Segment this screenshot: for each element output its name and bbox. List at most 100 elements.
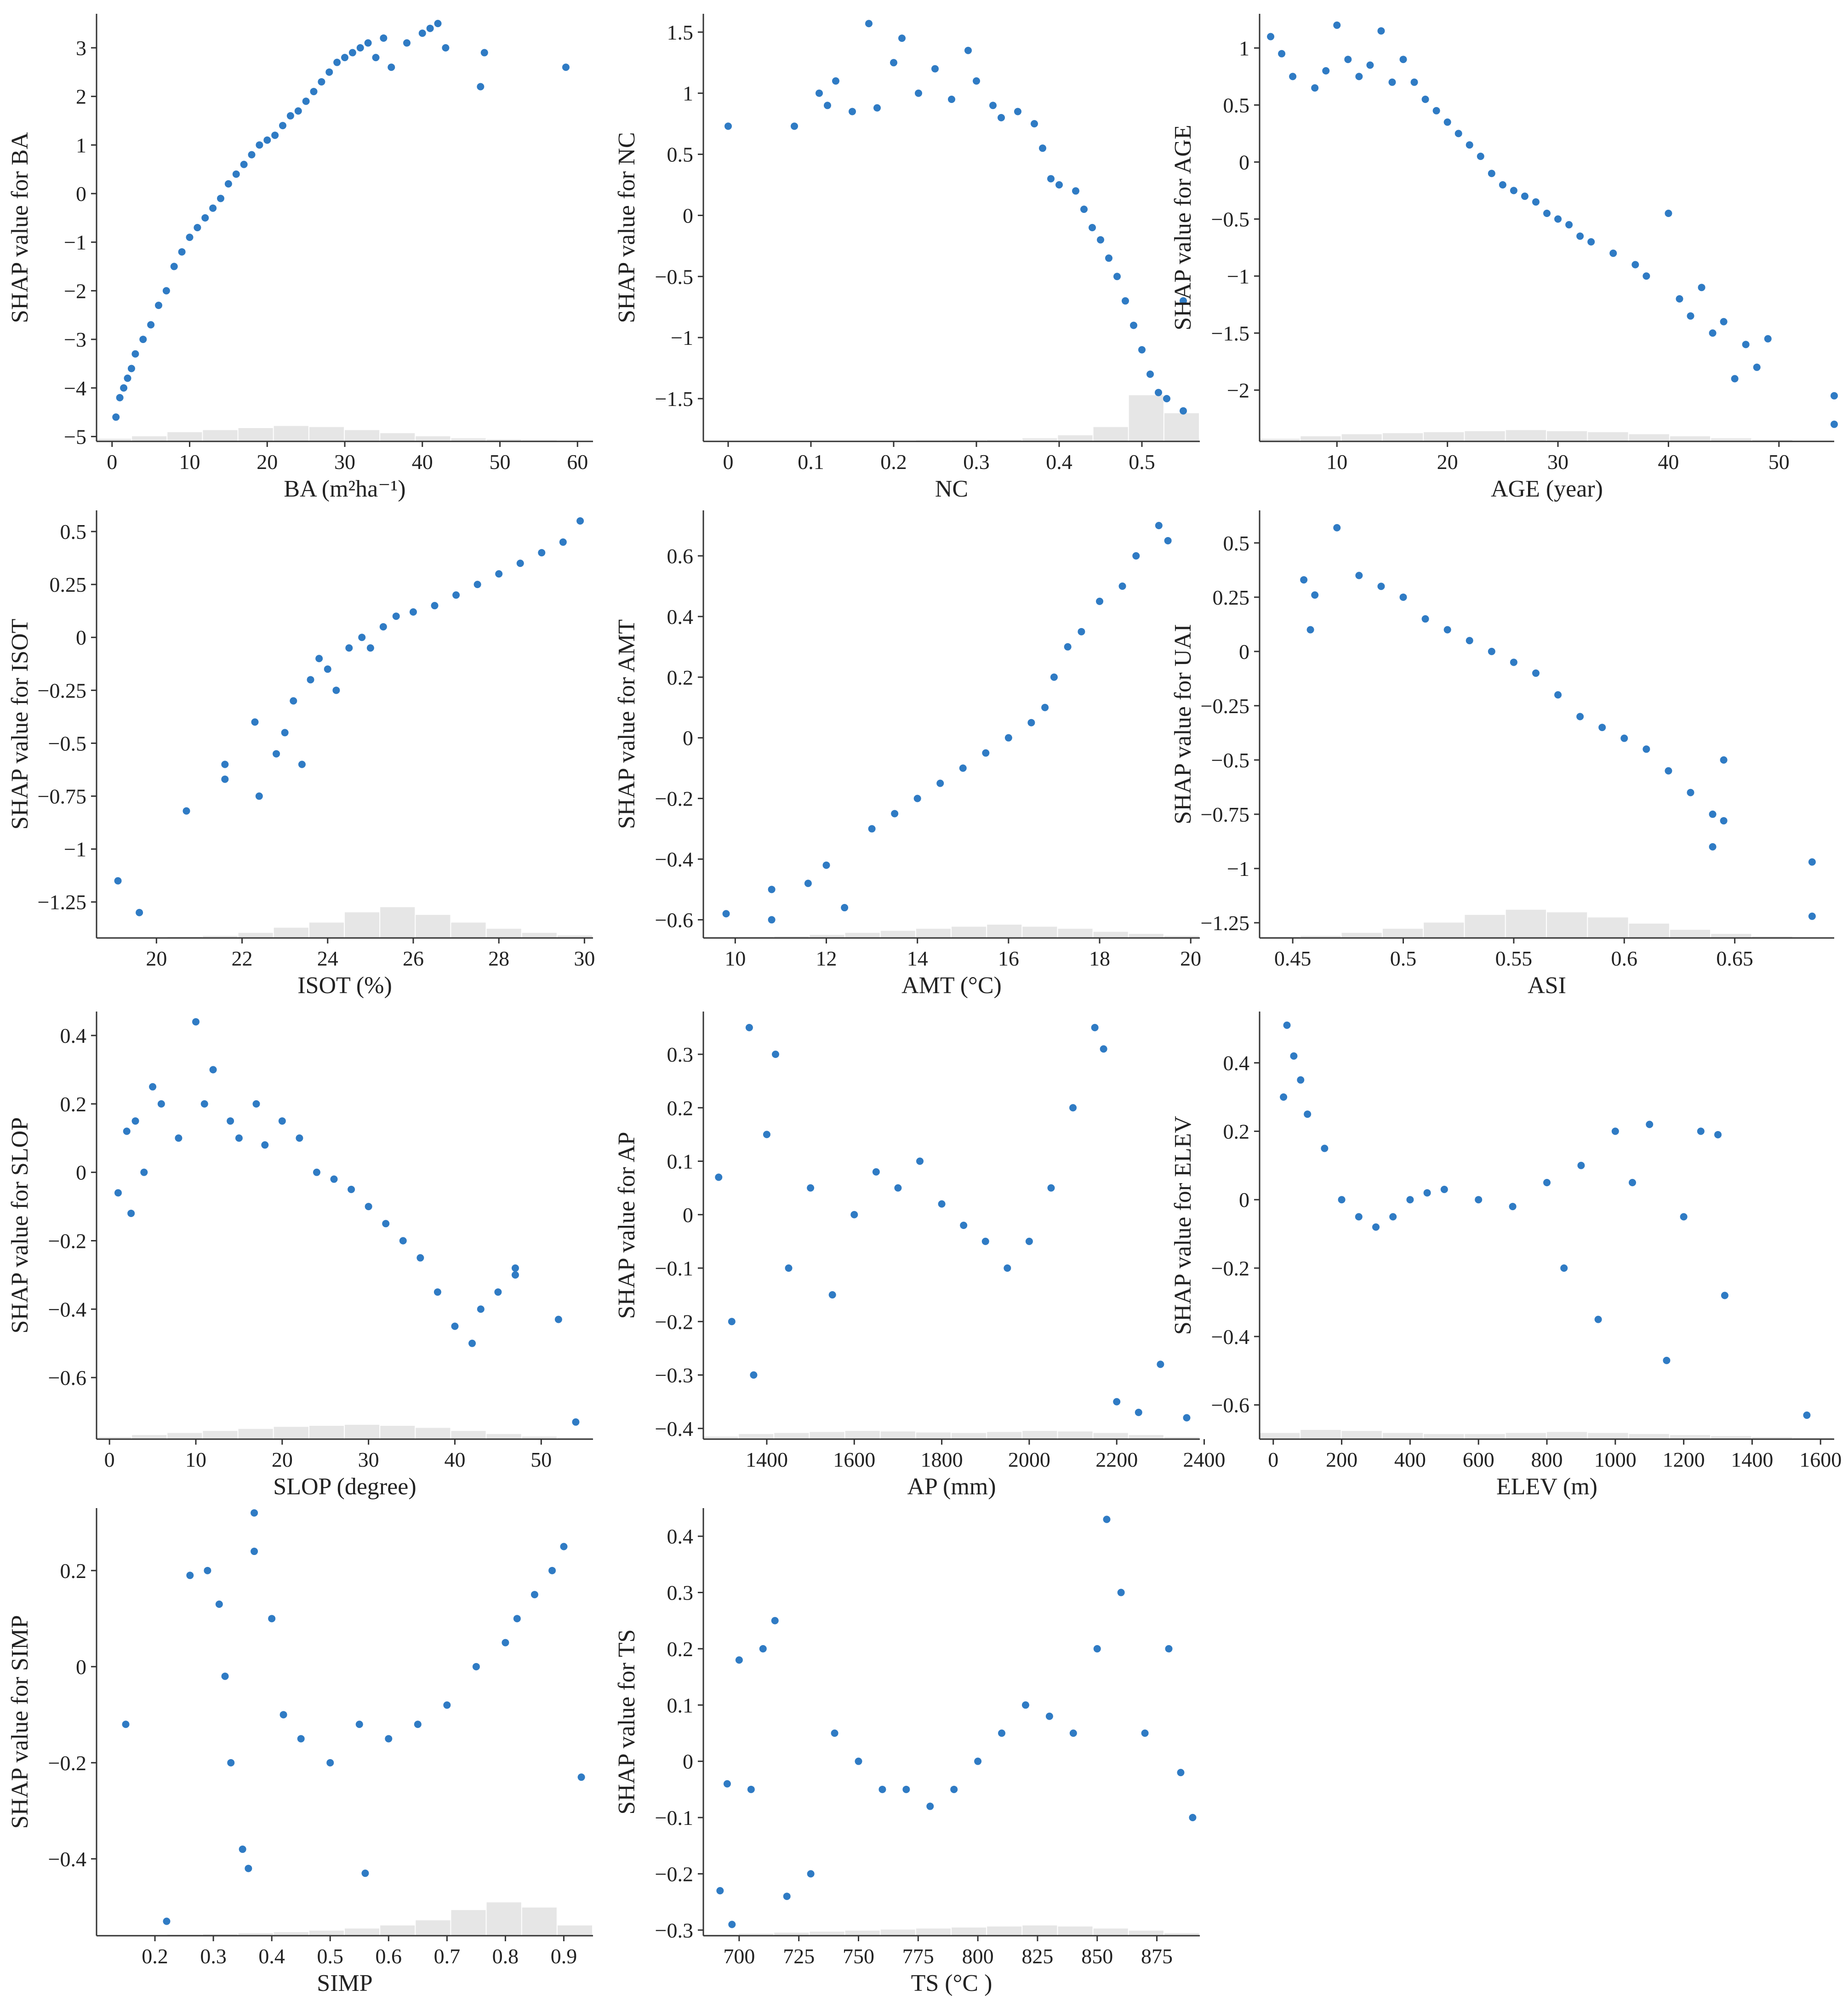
x-axis-title: ELEV (m) [1496, 1474, 1597, 1500]
data-point [192, 1018, 200, 1026]
data-point [998, 114, 1005, 121]
data-point [1421, 96, 1429, 103]
hist-bar [1547, 1432, 1587, 1439]
y-tick-label: 0.5 [1223, 93, 1250, 117]
data-point [807, 1870, 815, 1878]
data-point [715, 1173, 723, 1181]
data-point [768, 916, 776, 924]
data-point [310, 88, 318, 96]
data-point [1587, 238, 1595, 246]
data-point [1118, 582, 1126, 590]
hist-bar [845, 1930, 880, 1936]
data-point [1509, 1203, 1517, 1211]
data-point [1646, 1121, 1654, 1128]
hist-bar [1300, 936, 1341, 938]
x-tick-label: 1200 [1663, 1448, 1705, 1471]
data-point [273, 750, 280, 758]
hist-bar [774, 1932, 809, 1936]
data-point [1803, 1411, 1811, 1419]
y-tick-label: −0.5 [655, 265, 693, 288]
data-point [268, 1615, 276, 1623]
x-tick-label: 20 [1180, 947, 1201, 970]
hist-bar [810, 935, 844, 938]
y-tick-label: 0 [1239, 1188, 1249, 1212]
hist-bar [1629, 434, 1669, 441]
data-point [950, 1785, 958, 1793]
data-point [1031, 120, 1038, 128]
x-tick-label: 600 [1463, 1448, 1494, 1471]
hist-bar [987, 440, 1022, 441]
data-point [989, 102, 997, 109]
hist-bar [1058, 1926, 1093, 1936]
data-point [178, 248, 186, 256]
data-point [1720, 318, 1728, 326]
hist-bar [238, 1429, 273, 1439]
data-point [1499, 181, 1506, 189]
data-point [313, 1168, 320, 1176]
x-tick-label: 50 [530, 1448, 552, 1471]
data-point [297, 1735, 305, 1743]
data-point [1475, 1196, 1483, 1204]
data-point [473, 581, 481, 589]
hist-bar [1093, 427, 1128, 441]
hist-bar [1670, 930, 1711, 938]
hist-bar [451, 1910, 486, 1936]
data-point [1355, 73, 1363, 80]
x-tick-label: 0.7 [434, 1944, 461, 1968]
data-point [1177, 1769, 1185, 1777]
data-point [251, 1509, 258, 1517]
x-tick-label: 10 [724, 947, 746, 970]
y-axis-title: SHAP value for ELEV [1170, 1116, 1196, 1335]
data-point [964, 46, 972, 54]
data-point [1377, 27, 1385, 35]
hist-bar [952, 926, 987, 938]
y-tick-label: 0 [683, 726, 693, 750]
y-tick-label: −1 [64, 231, 86, 254]
data-point [1100, 1045, 1107, 1053]
y-tick-label: 0.2 [667, 666, 694, 689]
hist-bar [557, 935, 592, 938]
x-tick-label: 12 [816, 947, 837, 970]
data-point [1643, 745, 1650, 753]
data-point [865, 20, 873, 28]
data-point [251, 718, 259, 726]
y-tick-label: −0.5 [1211, 749, 1249, 772]
hist-bar [1260, 1433, 1300, 1439]
data-point [1290, 1052, 1298, 1060]
data-point [1069, 1104, 1077, 1112]
hist-bar [952, 1433, 987, 1439]
y-tick-label: −0.2 [48, 1229, 86, 1252]
y-tick-label: 0.5 [667, 143, 694, 166]
data-point [355, 1721, 363, 1728]
data-point [263, 136, 271, 144]
data-point [221, 1672, 229, 1680]
data-point [841, 904, 849, 912]
data-point [227, 1759, 235, 1767]
data-point [307, 676, 314, 684]
y-tick-label: 0.4 [60, 1024, 87, 1047]
data-point [382, 1220, 390, 1228]
hist-bar [810, 1432, 844, 1439]
data-point [768, 886, 776, 893]
hist-bar [132, 436, 167, 441]
data-point [735, 1656, 743, 1664]
x-axis-title: NC [935, 476, 968, 502]
data-point [1366, 61, 1374, 69]
data-point [245, 1864, 252, 1872]
data-point [452, 591, 460, 599]
data-point [973, 77, 980, 85]
data-point [224, 180, 232, 188]
data-point [1146, 370, 1154, 378]
y-tick-label: −0.4 [1211, 1325, 1249, 1349]
data-point [1089, 224, 1096, 231]
x-tick-label: 750 [843, 1944, 874, 1968]
data-point [170, 263, 178, 270]
data-point [157, 1100, 165, 1108]
data-point [1440, 1185, 1448, 1193]
x-tick-label: 700 [723, 1944, 755, 1968]
hist-bar [1424, 1434, 1464, 1439]
hist-bar [380, 1425, 415, 1439]
hist-bar [274, 1427, 308, 1439]
data-point [1377, 583, 1385, 590]
data-point [252, 1100, 260, 1108]
